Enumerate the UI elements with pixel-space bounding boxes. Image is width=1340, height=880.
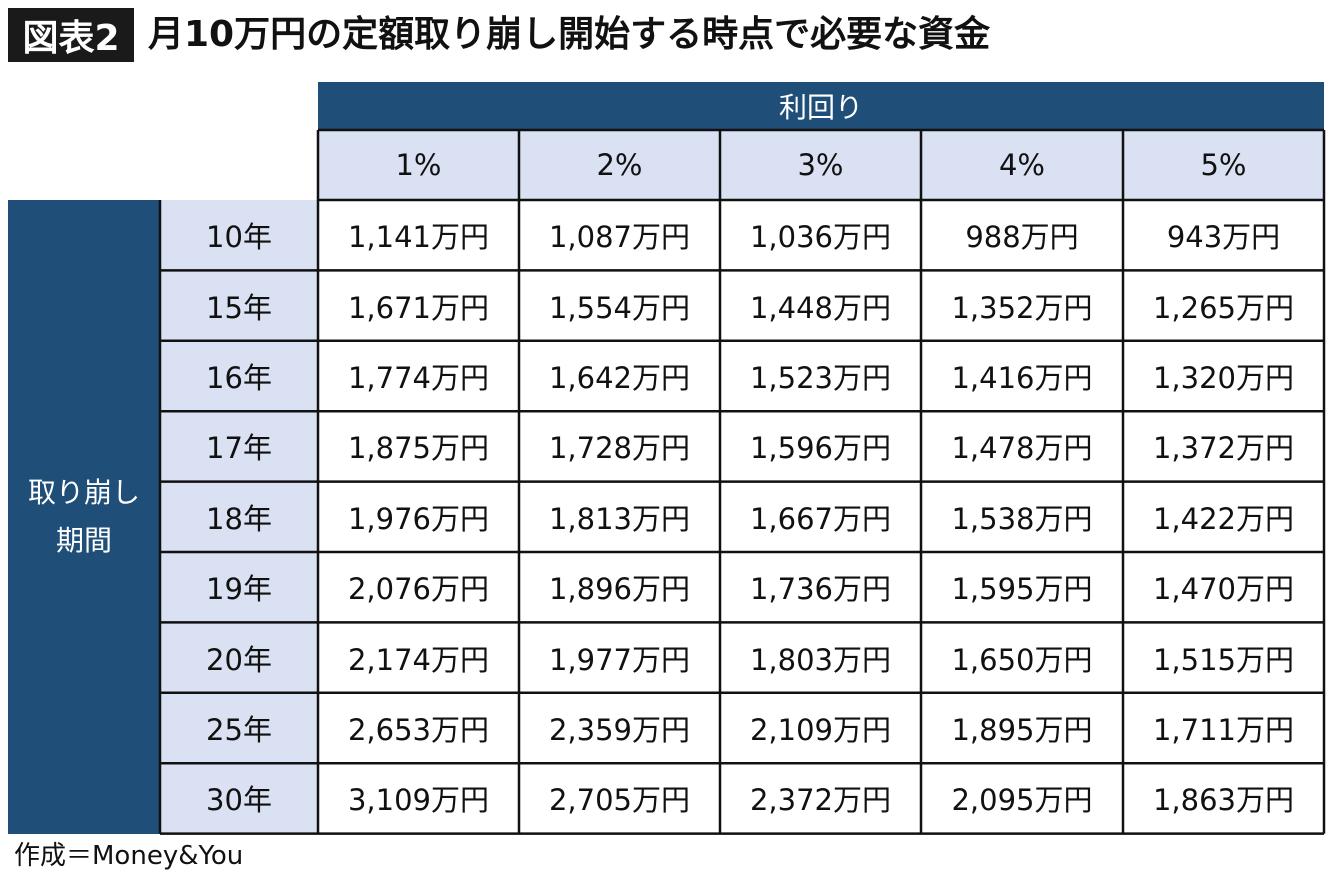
- table-cell: 2,653万円: [347, 712, 490, 747]
- column-header-1pct: 1%: [395, 148, 442, 182]
- row-group-label-line-1: 取り崩し: [27, 476, 140, 509]
- table-cell: 1,895万円: [951, 712, 1093, 747]
- table-cell: 1,642万円: [548, 360, 691, 395]
- table-cell: 1,523万円: [749, 360, 892, 395]
- row-label-bg: [160, 552, 318, 623]
- row-label: 19年: [206, 572, 272, 607]
- table-cell: 1,422万円: [1152, 501, 1295, 536]
- table-cell: 1,671万円: [347, 290, 490, 325]
- column-header-2pct: 2%: [596, 148, 643, 182]
- table-cell: 1,875万円: [347, 431, 490, 466]
- table-cell: 2,705万円: [548, 783, 691, 818]
- row-label: 10年: [206, 220, 272, 255]
- table-cell: 1,596万円: [749, 431, 892, 466]
- table-cell: 2,372万円: [749, 783, 892, 818]
- row-label: 16年: [206, 360, 272, 395]
- table-cell: 1,538万円: [951, 501, 1093, 536]
- table-cell: 1,448万円: [749, 290, 892, 325]
- table-cell: 1,650万円: [951, 642, 1093, 677]
- row-label-bg: [160, 340, 318, 412]
- table-cell: 1,863万円: [1152, 783, 1295, 818]
- figure-number-badge: 図表2: [8, 8, 134, 62]
- row-label-bg: [160, 270, 318, 341]
- table-cell: 1,554万円: [548, 290, 691, 325]
- column-header-bg: [720, 130, 921, 200]
- column-header-bg: [318, 130, 519, 200]
- table-cell: 1,667万円: [749, 501, 892, 536]
- table-cell: 1,141万円: [347, 220, 490, 255]
- table-cell: 1,595万円: [951, 572, 1093, 607]
- table-cell: 2,095万円: [951, 783, 1093, 818]
- table-cell: 2,174万円: [347, 642, 490, 677]
- row-label: 15年: [206, 290, 272, 325]
- table-cell: 1,265万円: [1152, 290, 1295, 325]
- page-title: 月10万円の定額取り崩し開始する時点で必要な資金: [148, 14, 991, 55]
- column-group-header: 利回り: [318, 82, 1324, 130]
- source-credit: 作成＝Money&You: [14, 841, 244, 871]
- table-cell: 1,977万円: [548, 642, 691, 677]
- table-cell: 943万円: [1166, 220, 1281, 255]
- column-header-3pct: 3%: [797, 148, 844, 182]
- table-cell: 1,774万円: [347, 360, 490, 395]
- row-label-bg: [160, 622, 318, 693]
- row-label-bg: [160, 200, 318, 271]
- table-cell: 1,803万円: [749, 642, 892, 677]
- table-cell: 1,352万円: [951, 290, 1093, 325]
- row-label: 25年: [206, 712, 272, 747]
- row-label-bg: [160, 763, 318, 834]
- row-label-bg: [160, 692, 318, 764]
- table-cell: 1,036万円: [749, 220, 892, 255]
- row-group-header: 取り崩し 期間: [8, 200, 160, 834]
- table-cell: 1,736万円: [749, 572, 892, 607]
- table-cell: 1,416万円: [951, 360, 1093, 395]
- table-cell: 2,359万円: [548, 712, 691, 747]
- table-cell: 1,470万円: [1152, 572, 1295, 607]
- row-group-label-line-2: 期間: [55, 524, 112, 557]
- row-label: 30年: [206, 783, 272, 818]
- table-cell: 3,109万円: [347, 783, 490, 818]
- column-header-bg: [519, 130, 720, 200]
- table-cell: 1,515万円: [1152, 642, 1295, 677]
- table-cell: 1,896万円: [548, 572, 691, 607]
- table-cell: 988万円: [965, 220, 1079, 255]
- table-cell: 1,813万円: [548, 501, 691, 536]
- table-cell: 1,976万円: [347, 501, 490, 536]
- row-label-bg: [160, 481, 318, 552]
- row-label: 17年: [206, 431, 272, 466]
- table-cell: 1,728万円: [548, 431, 691, 466]
- table-cell: 2,109万円: [749, 712, 892, 747]
- table-cell: 2,076万円: [347, 572, 490, 607]
- column-header-4pct: 4%: [998, 148, 1045, 182]
- table-cell: 1,320万円: [1152, 360, 1295, 395]
- table-cell: 1,087万円: [548, 220, 691, 255]
- row-label: 18年: [206, 501, 272, 536]
- table-cell: 1,478万円: [951, 431, 1093, 466]
- column-header-bg: [1123, 130, 1324, 200]
- table-cell: 1,711万円: [1152, 712, 1295, 747]
- table-cell: 1,372万円: [1152, 431, 1295, 466]
- column-header-5pct: 5%: [1200, 148, 1247, 182]
- row-label: 20年: [206, 642, 272, 677]
- row-label-bg: [160, 411, 318, 482]
- column-header-bg: [921, 130, 1123, 200]
